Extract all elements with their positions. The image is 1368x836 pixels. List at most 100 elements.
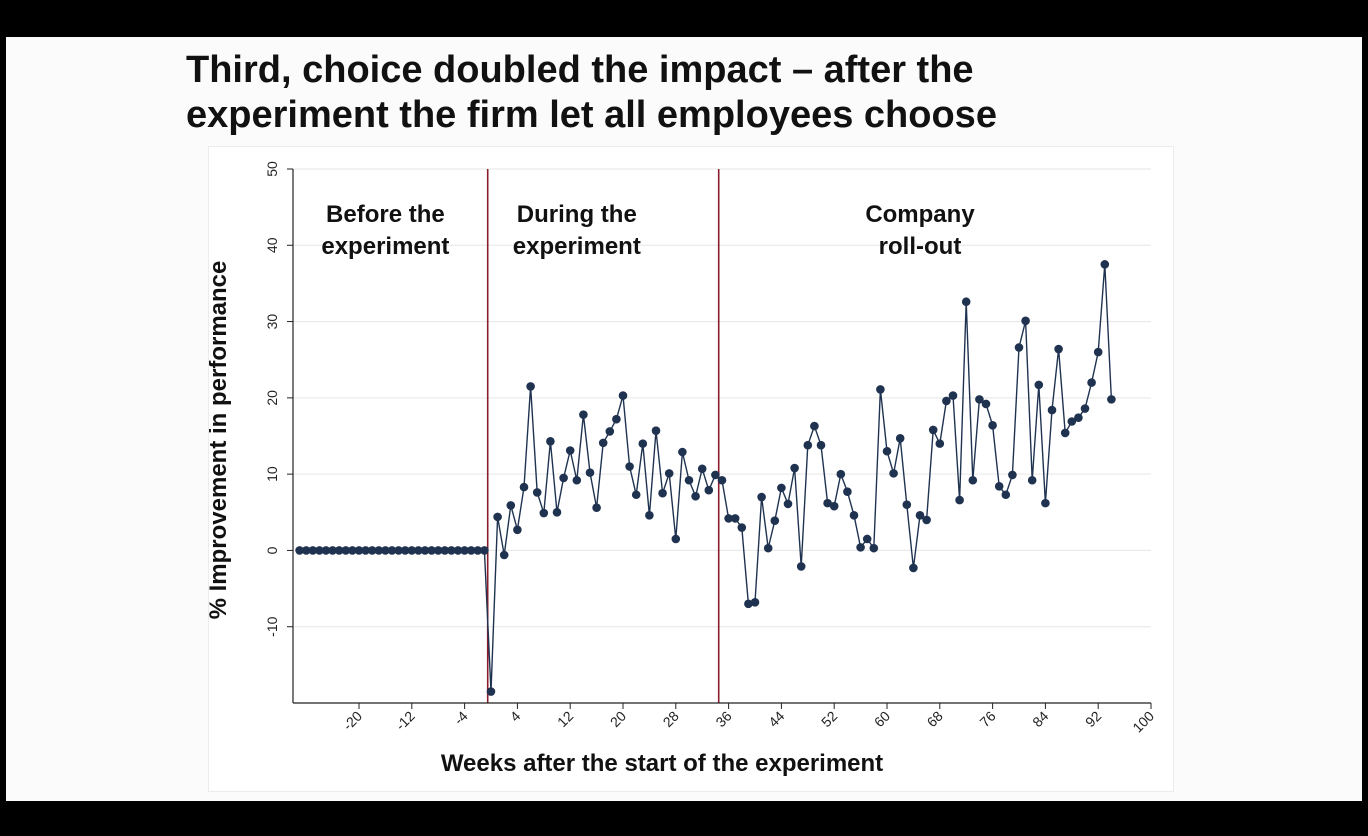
line-chart: -10 0 10 20 30 40 50 -20 -12 -4 4 12 20 28 36 44 52 60 68… [209,161,1157,777]
slide-title: Third, choice doubled the impact – after… [186,48,1186,138]
data-point [513,525,522,535]
data-point [975,395,984,404]
data-point [526,382,535,391]
data-point [750,598,760,607]
x-tick-label: -4 [451,708,471,728]
data-point [1080,404,1090,413]
data-point [1107,395,1116,404]
x-tick-label: 100 [1129,708,1157,736]
data-point [466,546,476,555]
data-point [691,491,700,501]
data-point [572,475,582,485]
data-point [810,421,819,431]
data-point [328,546,337,555]
data-point [829,501,839,511]
data-point [1054,344,1063,354]
data-point [367,546,377,555]
data-point [955,495,964,505]
y-tick-label: 10 [264,466,280,482]
data-point [565,446,575,455]
x-tick-label: 36 [712,708,734,730]
data-point [816,440,826,450]
data-series [295,260,1116,696]
data-point [493,512,502,522]
data-point [1100,260,1110,269]
data-point [862,534,872,544]
series-line [299,264,1113,692]
data-point [876,385,885,394]
y-tick-label: 30 [264,314,280,330]
x-tick-label: 60 [871,708,893,730]
phase-label-line1: Company [865,201,975,228]
data-point [849,511,859,520]
data-point [968,475,978,485]
data-point [506,501,516,510]
data-point [592,503,601,513]
data-point [763,543,773,553]
x-tick-label: -12 [392,708,418,734]
x-tick-label: 52 [818,708,840,730]
data-point [295,546,304,555]
x-tick-label: -20 [339,708,365,734]
data-point [532,488,542,497]
data-point [394,546,403,555]
data-point [843,487,852,496]
data-point [1041,498,1050,508]
data-point [427,546,436,555]
data-point [499,550,509,560]
data-point [354,546,364,555]
y-tick-labels: -10 0 10 20 30 40 50 [264,161,293,637]
data-point [480,546,489,555]
data-point [796,562,806,571]
phase-label-line1: During the [517,201,637,228]
data-point [777,483,786,493]
chart-panel: -10 0 10 20 30 40 50 -20 -12 -4 4 12 20 28 36 44 52 60 68… [208,146,1174,792]
data-point [935,439,945,448]
data-point [836,469,846,479]
data-point [803,440,813,450]
y-tick-label: 50 [264,161,280,177]
data-point [895,433,905,443]
data-point [447,546,456,555]
data-point [387,546,397,555]
data-point [1074,413,1083,422]
data-point [1027,475,1037,485]
data-point [882,446,892,456]
data-point [770,516,780,525]
data-point [414,546,423,555]
x-tick-label: 68 [924,708,946,730]
bottom-letterbox-bar [0,801,1368,836]
data-point [711,470,720,480]
data-point [552,507,562,517]
y-tick-label: 0 [264,546,280,554]
data-point [559,473,568,483]
data-point [909,563,918,573]
data-point [631,490,641,500]
data-point [737,523,747,532]
data-point [783,499,793,509]
data-point [486,687,496,696]
y-tick-label: 40 [264,237,280,253]
data-point [961,297,971,307]
data-point [730,514,740,523]
x-tick-label: 84 [1029,708,1051,730]
data-point [374,546,384,555]
data-point [638,439,648,448]
data-point [823,498,832,508]
data-point [420,546,430,555]
data-point [757,492,766,502]
data-point [361,546,370,555]
data-point [625,462,634,471]
phase-label-line2: experiment [513,233,641,260]
x-tick-label: 28 [660,708,682,730]
data-point [1093,347,1103,357]
data-point [321,546,331,555]
x-tick-label: 44 [765,708,787,730]
x-tick-label: 12 [554,708,576,730]
data-point [790,463,799,473]
data-point [664,469,674,478]
data-point [724,514,733,523]
x-tick-label: 92 [1082,708,1104,730]
data-point [651,426,661,435]
data-point [308,546,318,555]
